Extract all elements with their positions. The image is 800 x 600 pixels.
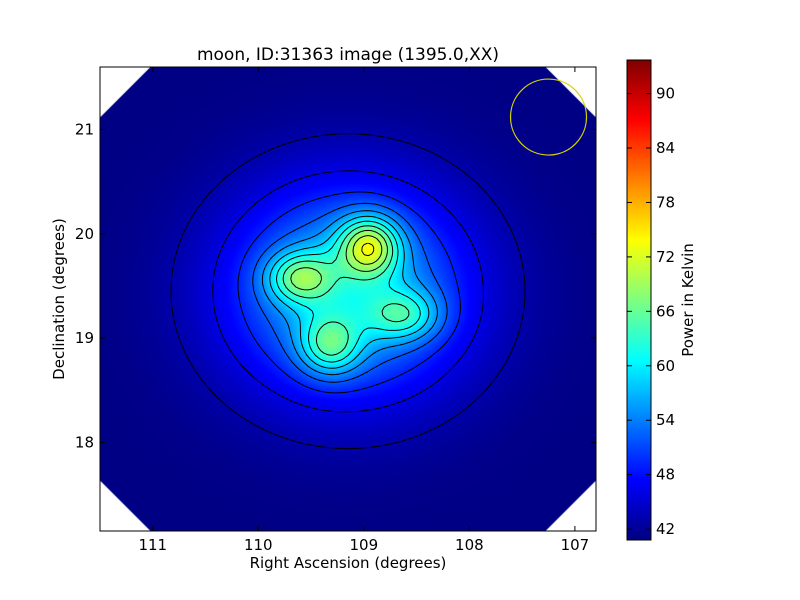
contour-level	[170, 133, 526, 450]
colorbar-tick-label: 84	[656, 139, 675, 157]
colorbar-tick-label: 78	[656, 193, 675, 211]
x-tick-label: 107	[561, 536, 590, 554]
y-axis-ticks: 18 19 20 21	[75, 121, 596, 451]
colorbar-ticks: 42 48 54 60 66 72 78 84 90	[627, 85, 675, 538]
colorbar-tick-label: 60	[656, 357, 675, 375]
y-tick-label: 20	[75, 225, 94, 243]
colorbar-gradient	[627, 60, 651, 540]
y-tick-label: 19	[75, 329, 94, 347]
colorbar-label: Power in Kelvin	[679, 243, 697, 357]
contour-level	[269, 215, 430, 369]
plot-frame	[99, 66, 597, 532]
x-axis-label: Right Ascension (degrees)	[250, 554, 447, 572]
contour-level	[290, 229, 388, 291]
colorbar-tick-label: 48	[656, 466, 675, 484]
contour-level	[261, 210, 438, 376]
contour-level	[282, 225, 410, 356]
plot-area: 111 110 109 108 107 18 19 20 21	[75, 66, 597, 554]
heatmap-image	[100, 67, 596, 531]
y-axis-label: Declination (degrees)	[50, 218, 68, 380]
colorbar-tick-label: 90	[656, 85, 675, 103]
x-axis-ticks: 111 110 109 108 107	[138, 67, 589, 554]
x-tick-label: 108	[455, 536, 484, 554]
colorbar: 42 48 54 60 66 72 78 84 90 Power in Kelvin	[626, 59, 697, 541]
x-tick-label: 111	[138, 536, 167, 554]
colorbar-frame	[626, 59, 652, 541]
x-tick-label: 110	[244, 536, 273, 554]
colorbar-tick-label: 54	[656, 411, 675, 429]
chart-title: moon, ID:31363 image (1395.0,XX)	[197, 45, 499, 65]
contour-level	[361, 242, 375, 257]
colorbar-tick-label: 72	[656, 248, 675, 266]
contour-level	[252, 202, 448, 383]
x-tick-label: 109	[350, 536, 379, 554]
contour-level	[352, 235, 383, 265]
contour-level	[237, 191, 461, 394]
y-tick-label: 21	[75, 121, 94, 139]
y-tick-label: 18	[75, 433, 94, 451]
colorbar-tick-label: 66	[656, 302, 675, 320]
contour-level	[276, 220, 421, 363]
contour-level	[212, 170, 484, 413]
contour-lines	[170, 133, 526, 450]
beam-circle	[509, 78, 588, 156]
colorbar-tick-label: 42	[656, 520, 675, 538]
